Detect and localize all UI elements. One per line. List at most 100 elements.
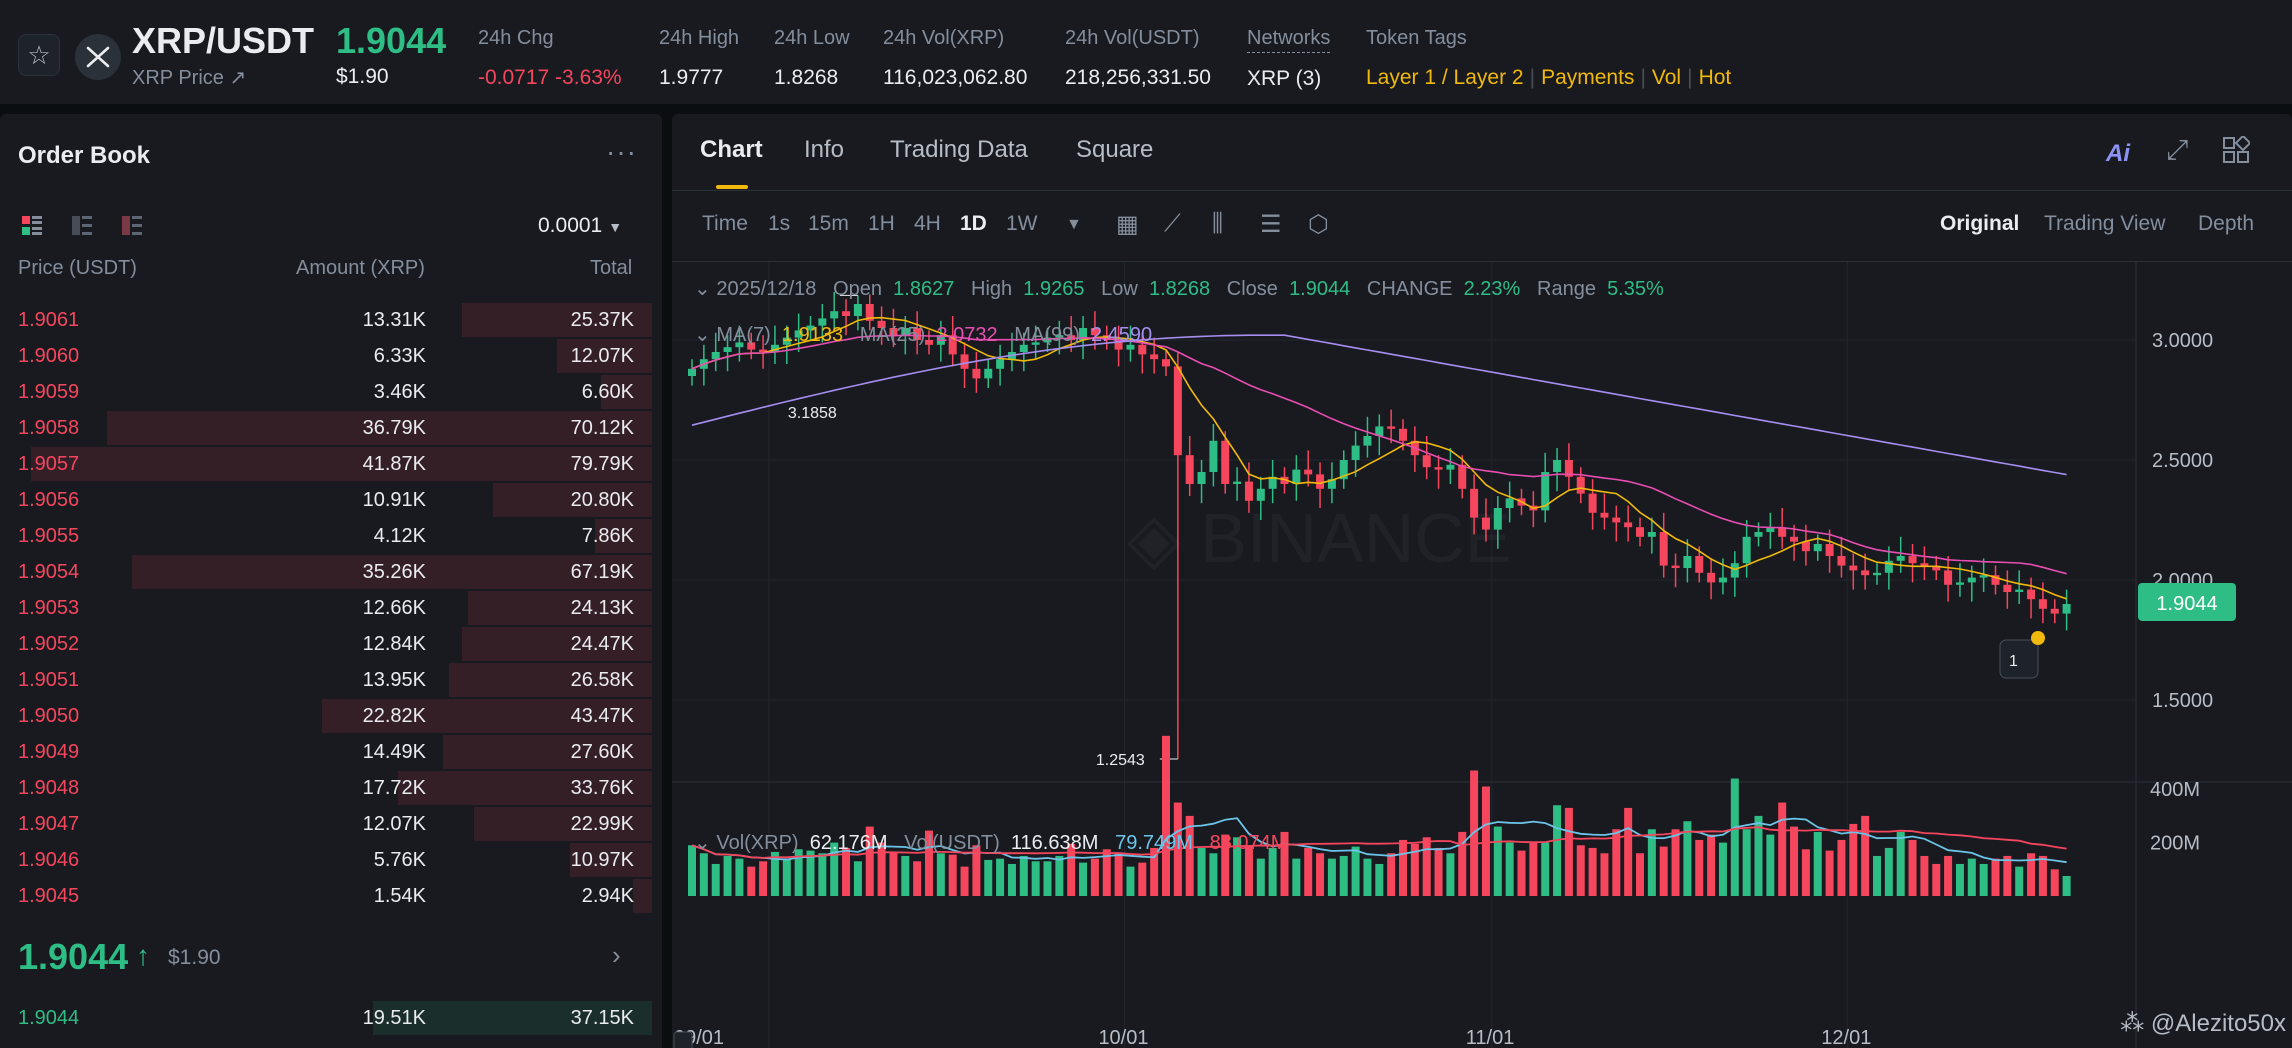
pair-price-link[interactable]: XRP Price ↗ xyxy=(132,67,247,89)
chevron-right-icon[interactable]: › xyxy=(612,940,621,970)
candle-body xyxy=(1825,544,1834,556)
bid-row[interactable]: 1.9044 19.51K 37.15K xyxy=(0,1000,662,1036)
y-tick-label: 2.5000 xyxy=(2152,450,2213,472)
stat-label: 24h Vol(XRP) xyxy=(883,27,1005,49)
volume-bar xyxy=(1031,861,1040,896)
view-asks-icon[interactable] xyxy=(122,216,142,236)
view-depth[interactable]: Depth xyxy=(2198,212,2255,235)
volume-bar xyxy=(901,855,910,896)
timeframe-1s[interactable]: 1s xyxy=(768,212,791,235)
ask-row[interactable]: 1.9046 5.76K 10.97K xyxy=(0,842,662,878)
tag-link[interactable]: Layer 1 / Layer 2 xyxy=(1366,66,1524,89)
candle-body xyxy=(1150,354,1159,360)
more-options-icon[interactable]: ··· xyxy=(606,136,637,167)
volume-bar xyxy=(1138,862,1147,896)
tag-link[interactable]: Payments xyxy=(1541,66,1635,89)
stat-networks[interactable]: Networks XRP (3) xyxy=(1247,27,1331,91)
candle-body xyxy=(1991,575,2000,585)
ai-icon[interactable]: Ai xyxy=(2106,140,2130,167)
timeframe-1d[interactable]: 1D xyxy=(960,212,987,235)
timeframe-4h[interactable]: 4H xyxy=(914,212,941,235)
ask-row[interactable]: 1.9060 6.33K 12.07K xyxy=(0,338,662,374)
view-bids-icon[interactable] xyxy=(72,216,92,236)
expand-icon[interactable]: ⤢ xyxy=(2166,134,2189,165)
depth-bar xyxy=(468,591,652,625)
view-both-icon[interactable] xyxy=(22,216,42,236)
candle-body xyxy=(1019,344,1028,352)
tab-info[interactable]: Info xyxy=(804,136,845,163)
ask-row[interactable]: 1.9056 10.91K 20.80K xyxy=(0,482,662,518)
x-tick-label: 10/01 xyxy=(1098,1027,1148,1048)
timeframe-1w[interactable]: 1W xyxy=(1006,212,1038,235)
candle-body xyxy=(1873,572,1881,576)
tab-square[interactable]: Square xyxy=(1076,136,1154,163)
tab-trading-data[interactable]: Trading Data xyxy=(890,136,1028,163)
favorite-star-icon[interactable]: ☆ xyxy=(18,34,60,76)
volume-bar xyxy=(984,859,993,896)
depth-bar xyxy=(557,339,652,373)
legend-high: 1.9265 xyxy=(1023,278,1085,300)
collapse-chevron-icon[interactable]: ⌄ xyxy=(694,832,717,854)
timeframe-dropdown-icon[interactable]: ▼ xyxy=(1066,216,1082,233)
view-original[interactable]: Original xyxy=(1940,212,2020,235)
timeframe-1h[interactable]: 1H xyxy=(868,212,895,235)
volume-bar xyxy=(1920,855,1929,896)
divider xyxy=(672,261,2292,262)
y-tick-label: 3.0000 xyxy=(2152,330,2213,352)
view-trading-view[interactable]: Trading View xyxy=(2044,212,2166,235)
ask-row[interactable]: 1.9053 12.66K 24.13K xyxy=(0,590,662,626)
ask-row[interactable]: 1.9045 1.54K 2.94K xyxy=(0,878,662,914)
candle-body xyxy=(1221,440,1230,484)
candle-body xyxy=(759,349,768,352)
ask-row[interactable]: 1.9059 3.46K 6.60K xyxy=(0,374,662,410)
timeframe-15m[interactable]: 15m xyxy=(808,212,849,235)
candle-body xyxy=(1718,577,1727,583)
tag-link[interactable]: Vol xyxy=(1651,66,1682,89)
col-price-header: Price (USDT) xyxy=(18,257,137,279)
candle-body xyxy=(1399,428,1407,441)
ask-row[interactable]: 1.9052 12.84K 24.47K xyxy=(0,626,662,662)
ask-row[interactable]: 1.9049 14.49K 27.60K xyxy=(0,734,662,770)
volume-bar xyxy=(960,866,969,896)
volume-bar xyxy=(1600,853,1609,896)
row-price: 1.9045 xyxy=(18,885,80,907)
candle-body xyxy=(1079,328,1088,340)
indicator-icon[interactable]: ⟋ xyxy=(1164,210,1181,237)
row-total: 67.19K xyxy=(570,561,634,583)
row-total: 27.60K xyxy=(570,741,634,763)
row-price: 1.9056 xyxy=(18,489,80,511)
ask-row[interactable]: 1.9051 13.95K 26.58K xyxy=(0,662,662,698)
tab-chart[interactable]: Chart xyxy=(700,136,763,163)
row-total: 6.60K xyxy=(581,381,634,403)
volume-bar xyxy=(1434,847,1443,896)
ask-row[interactable]: 1.9057 41.87K 79.79K xyxy=(0,446,662,482)
volume-bar xyxy=(1659,846,1668,896)
candle-body xyxy=(1316,474,1325,489)
ask-row[interactable]: 1.9047 12.07K 22.99K xyxy=(0,806,662,842)
row-price: 1.9058 xyxy=(18,417,80,439)
ask-row[interactable]: 1.9061 13.31K 25.37K xyxy=(0,302,662,338)
ask-row[interactable]: 1.9048 17.72K 33.76K xyxy=(0,770,662,806)
row-price: 1.9061 xyxy=(18,309,80,331)
stat-label: Networks xyxy=(1247,27,1331,53)
calendar-icon[interactable]: ▦ xyxy=(1116,211,1139,238)
ask-row[interactable]: 1.9050 22.82K 43.47K xyxy=(0,698,662,734)
precision-select[interactable]: 0.0001 ▼ xyxy=(538,214,622,238)
volume-bar xyxy=(1564,807,1573,896)
chart-settings-icon[interactable]: ☰ xyxy=(1260,211,1282,238)
tag-link[interactable]: Hot xyxy=(1698,66,1732,89)
collapse-chevron-icon[interactable]: ⌄ xyxy=(694,324,717,346)
xrp-logo-icon xyxy=(75,34,121,80)
ask-row[interactable]: 1.9058 36.79K 70.12K xyxy=(0,410,662,446)
hexagon-settings-icon[interactable]: ⬡ xyxy=(1308,211,1329,238)
candle-type-icon[interactable]: ⫼ xyxy=(1212,210,1224,237)
timeframe-time[interactable]: Time xyxy=(702,212,748,235)
ask-row[interactable]: 1.9055 4.12K 7.86K xyxy=(0,518,662,554)
candle-body xyxy=(1387,426,1396,429)
ask-row[interactable]: 1.9054 35.26K 67.19K xyxy=(0,554,662,590)
collapse-chevron-icon[interactable]: ⌄ xyxy=(694,278,717,300)
layout-grid-icon[interactable] xyxy=(2222,134,2252,164)
volume-bar xyxy=(2015,866,2024,896)
candle-body xyxy=(1375,426,1384,436)
